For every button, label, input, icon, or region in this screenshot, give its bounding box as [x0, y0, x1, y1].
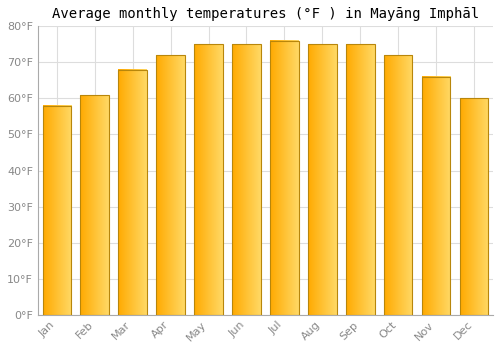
- Bar: [346, 44, 374, 315]
- Bar: [460, 98, 488, 315]
- Bar: [308, 44, 336, 315]
- Title: Average monthly temperatures (°F ) in Mayāng Imphāl: Average monthly temperatures (°F ) in Ma…: [52, 7, 479, 21]
- Bar: [194, 44, 223, 315]
- Bar: [118, 70, 147, 315]
- Bar: [232, 44, 260, 315]
- Bar: [384, 55, 412, 315]
- Bar: [156, 55, 185, 315]
- Bar: [42, 106, 71, 315]
- Bar: [422, 77, 450, 315]
- Bar: [80, 95, 109, 315]
- Bar: [270, 41, 298, 315]
